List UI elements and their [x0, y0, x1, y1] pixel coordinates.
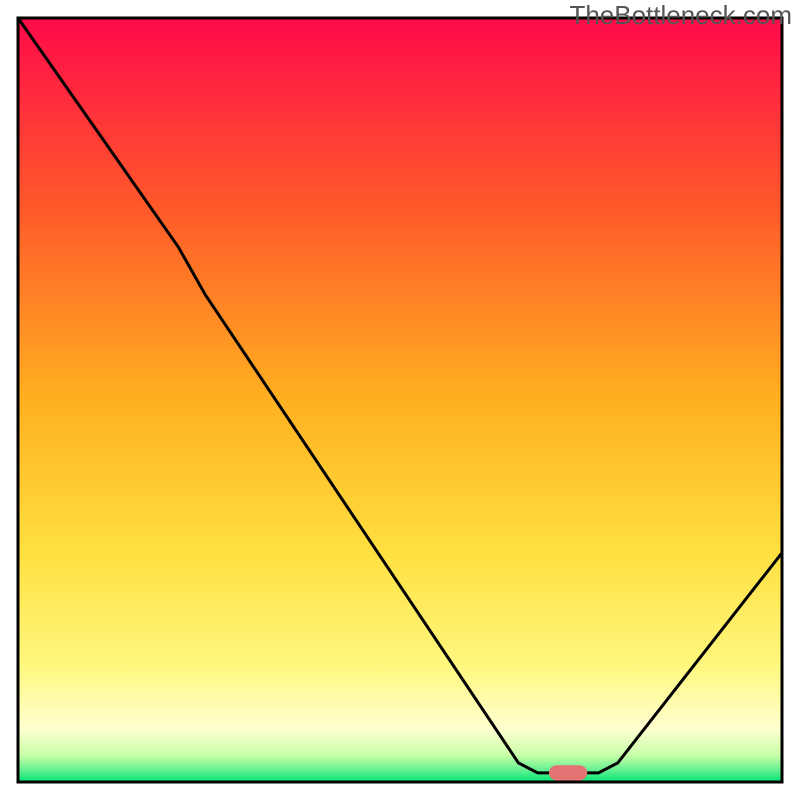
chart-background: [18, 18, 782, 782]
chart-svg: [0, 0, 800, 800]
bottleneck-chart: TheBottleneck.com: [0, 0, 800, 800]
optimal-marker: [549, 765, 587, 780]
